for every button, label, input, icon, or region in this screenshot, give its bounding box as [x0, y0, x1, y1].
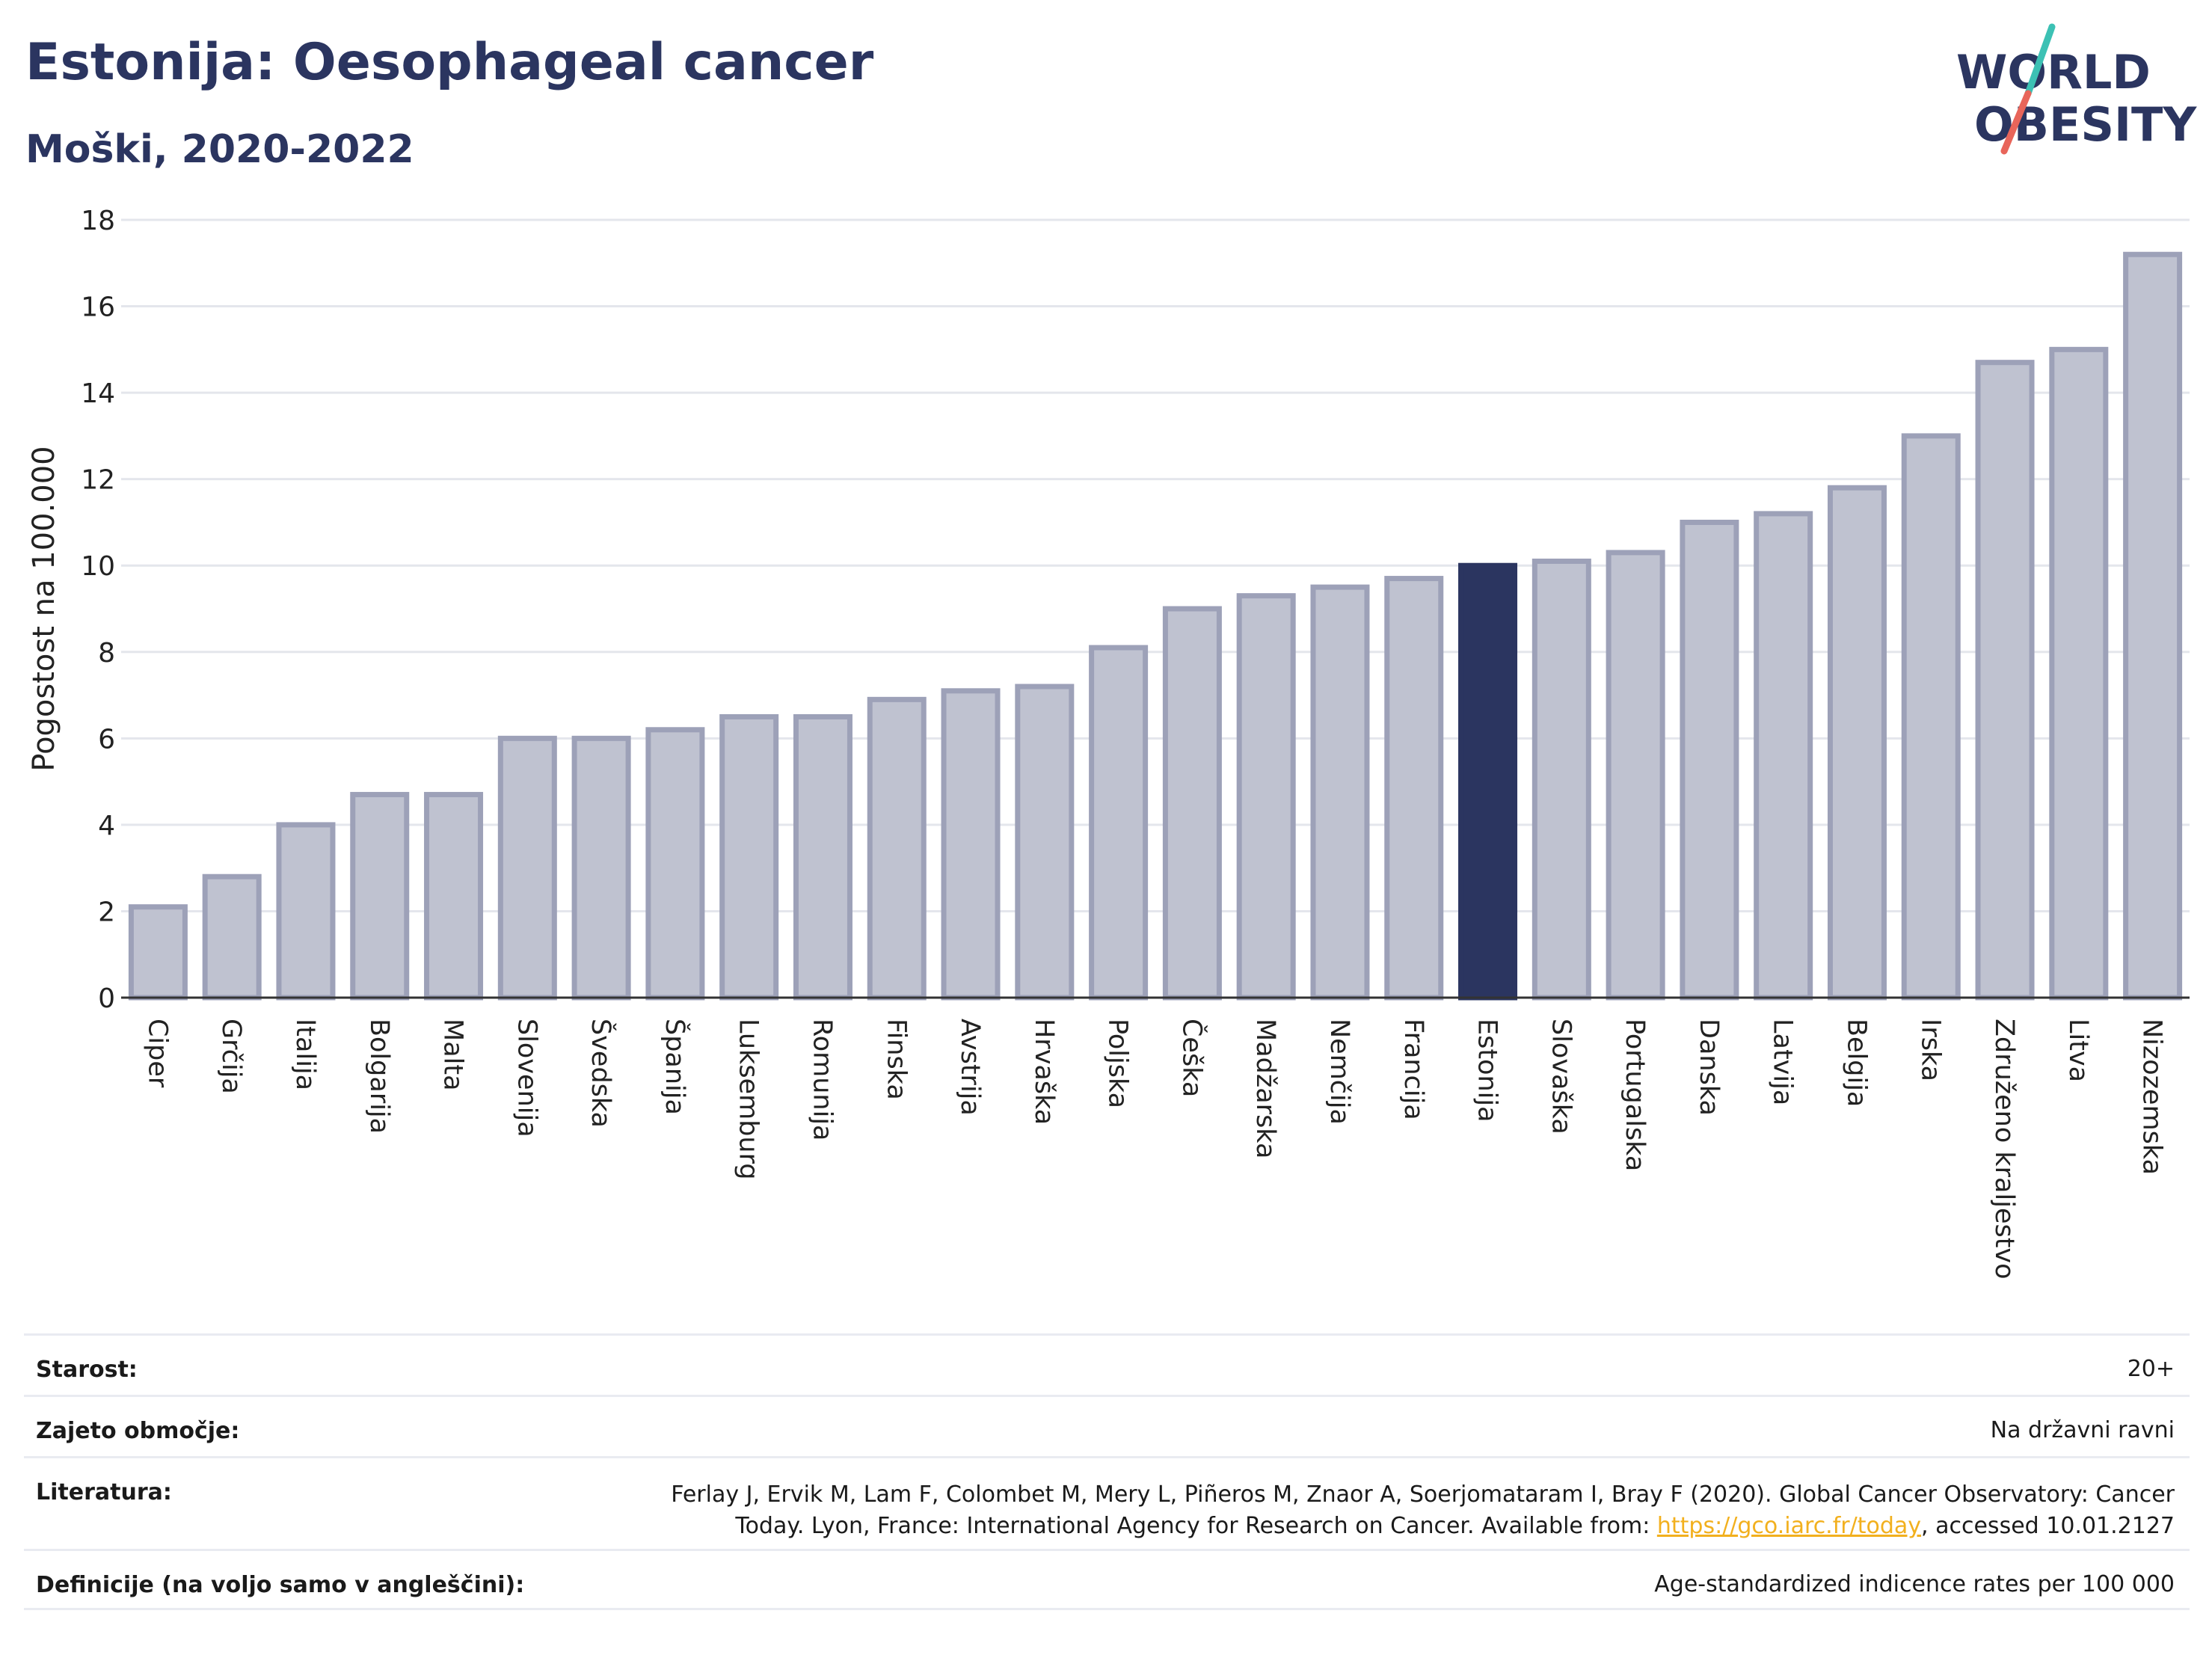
bar-litva[interactable]: [2049, 346, 2109, 1001]
x-tick-label: Latvija: [1768, 1019, 1798, 1105]
x-tick-label: Litva: [2063, 1019, 2093, 1082]
y-tick-label: 4: [98, 811, 115, 841]
reference-line-1: Ferlay J, Ervik M, Lam F, Colombet M, Me…: [671, 1481, 2175, 1508]
meta-row-coverage: Zajeto območje: Na državni ravni: [24, 1395, 2190, 1456]
bar-malta[interactable]: [424, 791, 484, 1001]
bar-portugalska[interactable]: [1606, 550, 1665, 1001]
bar-romunija[interactable]: [793, 713, 852, 1001]
reference-line-2-post: , accessed 10.01.2127: [1921, 1513, 2175, 1539]
x-tick-label: Slovaška: [1546, 1019, 1576, 1134]
metadata-table: Starost: 20+ Zajeto območje: Na državni …: [24, 1333, 2190, 1610]
x-tick-label: Estonija: [1472, 1019, 1502, 1123]
x-tick-label: Italija: [290, 1019, 320, 1090]
logo-slash-teal: [2024, 23, 2056, 97]
reference-value: Ferlay J, Ervik M, Lam F, Colombet M, Me…: [671, 1479, 2175, 1542]
x-tick-label: Bolgarija: [364, 1019, 394, 1134]
reference-label: Literatura:: [36, 1479, 172, 1505]
meta-row-reference: Literatura: Ferlay J, Ervik M, Lam F, Co…: [24, 1456, 2190, 1549]
y-tick-label: 6: [98, 724, 115, 755]
bar-nemčija[interactable]: [1310, 584, 1370, 1001]
bar-belgija[interactable]: [1827, 485, 1887, 1001]
y-axis-ticks: 0 2 4 6 8 10 12 14 16 18: [81, 206, 115, 1014]
bar-estonija[interactable]: [1458, 562, 1518, 1001]
definitions-value: Age-standardized indicence rates per 100…: [1654, 1571, 2175, 1597]
bar-madžarska[interactable]: [1236, 593, 1296, 1001]
x-tick-label: Avstrija: [955, 1019, 985, 1116]
x-axis-ticks: Ciper Grčija Italija Bolgarija Malta Slovenij…: [142, 1019, 2166, 1280]
bar-latvija[interactable]: [1754, 511, 1813, 1001]
x-tick-label: Španija: [660, 1019, 691, 1115]
y-tick-label: 12: [81, 465, 115, 496]
bar-irska[interactable]: [1901, 433, 1961, 1001]
bar-združeno-kraljestvo[interactable]: [1975, 360, 2035, 1001]
bar-češka[interactable]: [1162, 606, 1222, 1001]
y-axis-label: Pogostost na 100.000: [27, 446, 61, 771]
x-tick-label: Finska: [881, 1019, 911, 1100]
definitions-label: Definicije (na voljo samo v angleščini):: [36, 1572, 525, 1598]
bars: [128, 251, 2183, 1001]
bar-švedska[interactable]: [571, 735, 631, 1001]
x-tick-label: Poljska: [1103, 1019, 1133, 1108]
meta-row-age: Starost: 20+: [24, 1333, 2190, 1395]
bar-grčija[interactable]: [202, 873, 262, 1001]
bar-nizozemska[interactable]: [2123, 251, 2183, 1001]
bar-hrvaška[interactable]: [1015, 684, 1075, 1001]
x-tick-label: Danska: [1694, 1019, 1724, 1116]
y-tick-label: 10: [81, 551, 115, 582]
y-tick-label: 2: [98, 897, 115, 927]
bar-avstrija[interactable]: [941, 688, 1001, 1001]
x-tick-label: Slovenija: [511, 1019, 541, 1137]
bar-poljska[interactable]: [1089, 645, 1149, 1001]
y-tick-label: 18: [81, 206, 115, 236]
coverage-label: Zajeto območje:: [36, 1418, 240, 1444]
world-obesity-logo: WORLD OBESITY: [1956, 23, 2197, 155]
x-tick-label: Francija: [1398, 1019, 1428, 1120]
x-tick-label: Luksemburg: [734, 1019, 764, 1180]
x-tick-label: Švedska: [586, 1019, 617, 1128]
bar-luksemburg[interactable]: [719, 713, 779, 1001]
bar-španija[interactable]: [645, 727, 705, 1001]
reference-link[interactable]: https://gco.iarc.fr/today: [1656, 1513, 1922, 1539]
x-tick-label: Romunija: [807, 1019, 837, 1141]
meta-row-definitions: Definicije (na voljo samo v angleščini):…: [24, 1549, 2190, 1610]
x-tick-label: Ciper: [142, 1019, 172, 1088]
x-tick-label: Portugalska: [1620, 1019, 1650, 1171]
x-tick-label: Belgija: [1841, 1019, 1871, 1107]
x-tick-label: Nemčija: [1324, 1019, 1354, 1125]
bar-ciper[interactable]: [128, 904, 188, 1001]
bar-italija[interactable]: [276, 822, 336, 1001]
x-tick-label: Madžarska: [1250, 1019, 1280, 1158]
y-tick-label: 0: [98, 983, 115, 1014]
bar-bolgarija[interactable]: [350, 791, 410, 1001]
bar-chart: 0 2 4 6 8 10 12 14 16 18 Ciper Grčija Italija Bolgar…: [27, 206, 2190, 1280]
y-tick-label: 14: [81, 378, 115, 409]
age-label: Starost:: [36, 1357, 138, 1383]
bar-slovaška[interactable]: [1531, 558, 1591, 1001]
bar-slovenija[interactable]: [497, 735, 557, 1001]
logo-word-1: WORLD: [1956, 45, 2151, 99]
chart-title: Estonija: Oesophageal cancer: [25, 33, 874, 92]
y-tick-label: 16: [81, 292, 115, 323]
x-tick-label: Grčija: [216, 1019, 246, 1094]
age-value: 20+: [2127, 1356, 2175, 1382]
x-tick-label: Češka: [1176, 1019, 1208, 1097]
chart-subtitle: Moški, 2020-2022: [25, 127, 414, 172]
reference-line-2-pre: Today. Lyon, France: International Agenc…: [735, 1513, 1657, 1539]
bar-danska[interactable]: [1680, 519, 1739, 1001]
x-tick-label: Hrvaška: [1029, 1019, 1059, 1125]
x-tick-label: Malta: [438, 1019, 468, 1091]
logo-slash-coral: [2000, 90, 2032, 155]
y-tick-label: 8: [98, 638, 115, 669]
x-tick-label: Združeno kraljestvo: [1989, 1019, 2019, 1280]
bar-finska[interactable]: [867, 696, 927, 1001]
logo-word-2: OBESITY: [1974, 97, 2197, 152]
bar-francija[interactable]: [1384, 576, 1444, 1001]
coverage-value: Na državni ravni: [1990, 1417, 2175, 1443]
x-tick-label: Irska: [1915, 1019, 1945, 1081]
x-tick-label: Nizozemska: [2137, 1019, 2167, 1175]
